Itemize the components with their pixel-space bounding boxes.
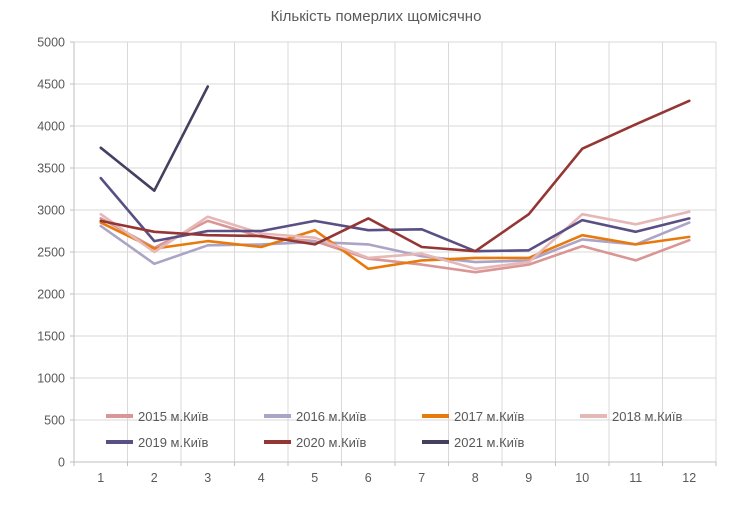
x-tick-label: 4: [258, 471, 265, 485]
series-line-2020: [99, 99, 691, 253]
axes: [70, 41, 717, 466]
legend-item-2015: 2015 м.Київ: [106, 407, 264, 425]
legend-label: 2015 м.Київ: [138, 408, 209, 424]
series-line-2021: [99, 85, 210, 192]
legend-label: 2018 м.Київ: [612, 408, 683, 424]
legend-item-2018: 2018 м.Київ: [580, 407, 738, 425]
y-tick-label: 1500: [37, 330, 65, 344]
series-line-2016: [99, 221, 691, 266]
x-tick-label: 1: [97, 471, 104, 485]
x-axis-labels: 1 2 3 4 5 6 7 8 9 10 11 12: [97, 471, 696, 485]
series-lines: [99, 85, 691, 274]
legend-marker-icon: [580, 414, 607, 418]
legend-marker-icon: [264, 414, 291, 418]
x-tick-label: 9: [525, 471, 532, 485]
chart-legend: 2015 м.Київ 2016 м.Київ 2017 м.Київ 2018 м.…: [106, 407, 746, 451]
y-tick-label: 500: [44, 414, 65, 428]
y-tick-label: 5000: [37, 36, 65, 50]
legend-marker-icon: [422, 440, 449, 444]
legend-label: 2017 м.Київ: [454, 408, 525, 424]
y-tick-label: 2500: [37, 246, 65, 260]
x-tick-label: 3: [204, 471, 211, 485]
legend-item-2017: 2017 м.Київ: [422, 407, 580, 425]
series-line-2019: [99, 176, 691, 253]
legend-label: 2019 м.Київ: [138, 434, 209, 450]
legend-label: 2021 м.Київ: [454, 434, 525, 450]
legend-label: 2020 м.Київ: [296, 434, 367, 450]
y-tick-label: 0: [58, 456, 65, 470]
series-line-2018: [99, 210, 691, 271]
legend-item-2016: 2016 м.Київ: [264, 407, 422, 425]
legend-marker-icon: [106, 414, 133, 418]
legend-item-2019: 2019 м.Київ: [106, 433, 264, 451]
x-tick-label: 12: [682, 471, 696, 485]
legend-marker-icon: [264, 440, 291, 444]
y-tick-label: 3500: [37, 162, 65, 176]
x-tick-label: 7: [418, 471, 425, 485]
y-tick-label: 3000: [37, 204, 65, 218]
gridlines: [73, 41, 717, 463]
x-tick-label: 5: [311, 471, 318, 485]
x-tick-label: 10: [575, 471, 589, 485]
y-tick-label: 1000: [37, 372, 65, 386]
y-axis-labels: 0 500 1000 1500 2000 2500 3000 3500 4000 4500 5000: [37, 36, 65, 470]
legend-marker-icon: [106, 440, 133, 444]
y-tick-label: 4500: [37, 78, 65, 92]
x-tick-label: 8: [472, 471, 479, 485]
y-tick-label: 2000: [37, 288, 65, 302]
x-tick-label: 11: [629, 471, 642, 485]
y-tick-label: 4000: [37, 120, 65, 134]
legend-item-2020: 2020 м.Київ: [264, 433, 422, 451]
x-tick-label: 2: [151, 471, 158, 485]
series-line-2015: [99, 217, 691, 274]
legend-marker-icon: [422, 414, 449, 418]
legend-label: 2016 м.Київ: [296, 408, 367, 424]
x-tick-label: 6: [365, 471, 372, 485]
chart-title: Кількість померлих щомісячно: [270, 8, 482, 25]
legend-item-2021: 2021 м.Київ: [422, 433, 580, 451]
series-line-2017: [99, 221, 691, 271]
